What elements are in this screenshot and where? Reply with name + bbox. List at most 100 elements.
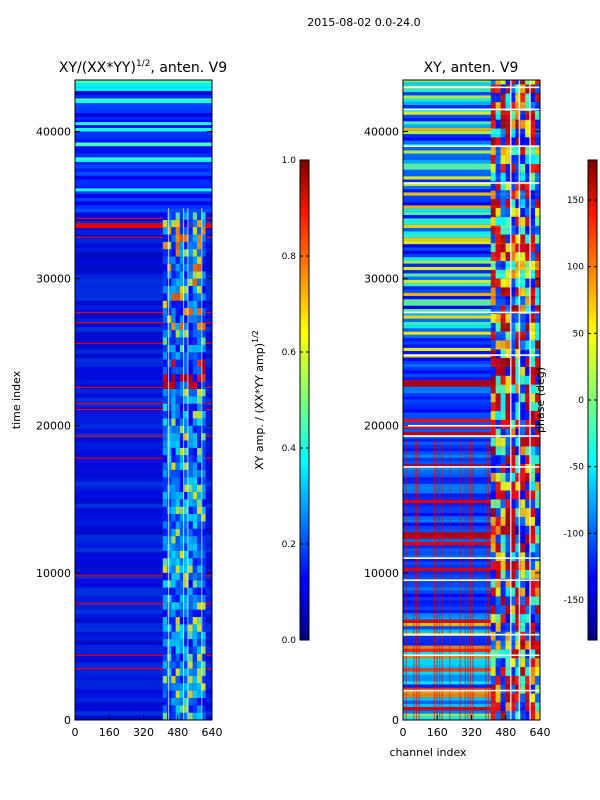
right-active-cell xyxy=(515,614,521,623)
left-row-band xyxy=(75,164,212,169)
left-active-cell xyxy=(179,668,185,676)
right-row-band xyxy=(403,677,540,682)
left-active-cell xyxy=(192,572,198,581)
left-row-band xyxy=(75,397,212,403)
left-active-cell xyxy=(192,330,198,338)
right-active-cell xyxy=(495,216,501,226)
left-active-cell xyxy=(167,359,172,367)
right-white-row xyxy=(403,633,540,636)
right-row-band xyxy=(403,694,540,698)
left-active-cell xyxy=(167,263,172,272)
right-active-cell xyxy=(510,490,516,500)
left-active-cell xyxy=(188,499,193,507)
right-active-cell xyxy=(505,605,511,615)
right-row-band xyxy=(403,189,540,193)
left-active-cell xyxy=(184,403,189,412)
right-active-cell xyxy=(515,596,521,606)
left-active-cell xyxy=(192,241,198,250)
left-active-cell xyxy=(179,499,185,507)
left-active-cell xyxy=(167,690,172,698)
left-active-cell xyxy=(197,455,202,463)
left-active-cell xyxy=(167,484,172,492)
right-active-cell xyxy=(520,155,526,164)
left-cyan-row xyxy=(75,188,212,192)
right-active-cell xyxy=(530,428,536,438)
right-active-cell xyxy=(535,455,540,464)
left-active-cell xyxy=(188,594,193,603)
left-active-cell xyxy=(188,587,193,595)
left-active-cell xyxy=(188,690,193,698)
right-active-cell xyxy=(500,490,506,500)
left-active-cell xyxy=(184,344,189,353)
left-row-band xyxy=(75,138,212,143)
right-active-cell xyxy=(535,313,540,323)
right-xtick-label: 160 xyxy=(427,726,448,739)
left-active-cell xyxy=(162,617,168,625)
right-active-cell xyxy=(495,155,501,164)
right-active-cell xyxy=(495,455,501,464)
right-active-cell xyxy=(530,80,536,85)
right-active-cell xyxy=(505,199,511,208)
right-active-cell xyxy=(515,640,521,650)
right-active-cell xyxy=(535,366,540,376)
left-active-cell xyxy=(179,469,185,478)
right-active-cell xyxy=(515,260,521,270)
left-active-cell xyxy=(192,639,198,647)
right-active-stripe xyxy=(518,80,521,720)
left-active-cell xyxy=(184,322,189,331)
right-active-cell xyxy=(515,84,521,94)
right-active-cell xyxy=(515,349,521,359)
right-active-cell xyxy=(500,243,506,253)
left-active-cell xyxy=(179,675,185,684)
right-active-cell xyxy=(500,269,506,279)
right-active-cell xyxy=(500,455,506,464)
left-active-cell xyxy=(197,396,202,404)
right-active-cell xyxy=(505,349,511,359)
left-active-cell xyxy=(171,683,176,691)
left-row-band xyxy=(75,168,212,172)
right-row-band xyxy=(403,334,540,339)
right-active-cell xyxy=(500,481,506,491)
right-active-cell xyxy=(510,137,516,147)
right-active-cell xyxy=(490,110,496,120)
right-active-cell xyxy=(490,667,496,676)
left-active-cell xyxy=(192,550,198,559)
left-row-band xyxy=(75,256,212,261)
left-row-band xyxy=(75,269,212,275)
right-active-cell xyxy=(530,287,536,297)
left-row-band xyxy=(75,512,212,517)
left-active-cell xyxy=(171,506,176,515)
right-active-cell xyxy=(525,684,531,694)
left-active-cell xyxy=(162,690,168,698)
left-active-cell xyxy=(184,587,189,595)
left-active-cell xyxy=(197,388,202,397)
right-active-cell xyxy=(520,481,526,491)
left-active-cell xyxy=(179,374,185,382)
left-active-cell xyxy=(175,403,180,412)
right-active-cell xyxy=(490,384,496,394)
left-active-cell xyxy=(179,484,185,492)
right-active-cell xyxy=(515,578,521,588)
right-row-band xyxy=(403,127,540,131)
right-row-band xyxy=(403,613,540,617)
right-active-cell xyxy=(520,252,526,261)
left-active-cell xyxy=(184,271,189,279)
left-row-band xyxy=(75,702,212,707)
right-active-cell xyxy=(520,464,526,473)
left-active-cell xyxy=(184,455,189,463)
left-row-band xyxy=(75,481,212,487)
right-active-cell xyxy=(500,534,506,544)
right-active-cell xyxy=(505,464,511,473)
right-active-cell xyxy=(505,278,511,288)
left-active-cell xyxy=(167,396,172,404)
right-active-cell xyxy=(535,684,540,694)
left-active-cell xyxy=(188,675,193,684)
right-active-cell xyxy=(535,102,540,111)
left-active-cell xyxy=(197,271,202,279)
left-active-cell xyxy=(175,617,180,625)
left-active-cell xyxy=(192,433,198,441)
left-active-cell xyxy=(171,388,176,397)
right-active-cell xyxy=(525,208,531,217)
right-active-cell xyxy=(490,428,496,438)
right-active-cell xyxy=(495,464,501,473)
